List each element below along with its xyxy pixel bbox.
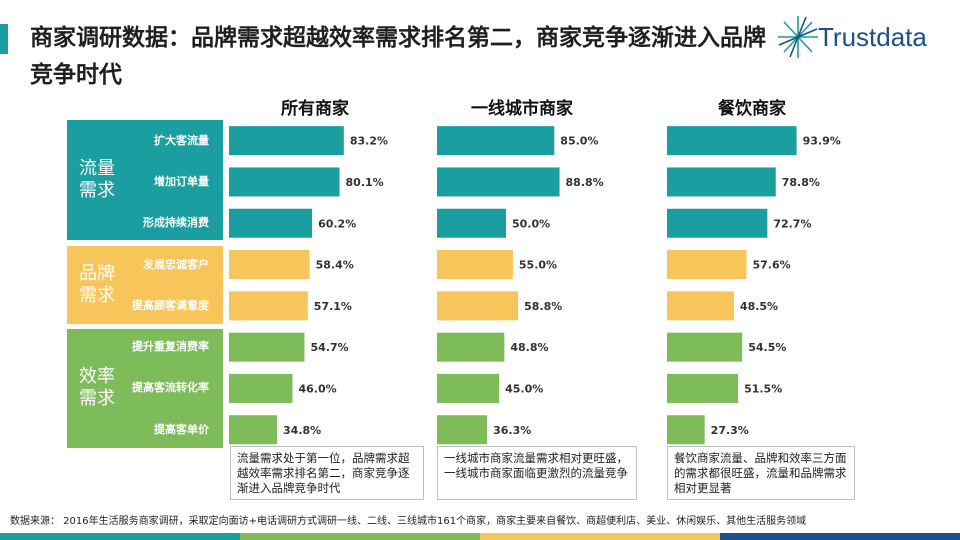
bar-1-7	[229, 373, 293, 403]
bar-value-label: 51.5%	[744, 382, 782, 395]
category-group-label: 效率 需求	[79, 366, 115, 410]
bar-2-5	[437, 291, 519, 321]
category-item-label: 发展忠诚客户	[143, 257, 209, 271]
bar-2-4	[437, 250, 513, 280]
bar-2-6	[437, 332, 505, 362]
bar-value-label: 93.9%	[803, 135, 841, 148]
category-group-1: 流量 需求 扩大客流量增加订单量形成持续消费	[67, 120, 223, 240]
category-group-2: 品牌 需求 发展忠诚客户提高顾客满意度	[67, 245, 223, 325]
bar-value-label: 36.3%	[493, 424, 531, 437]
footer-stripe-blue	[720, 533, 960, 540]
bar-value-label: 85.0%	[560, 135, 598, 148]
category-group-3: 效率 需求 提升重复消费率 提高客流转化率提高客单价	[67, 328, 223, 449]
bar-1-3	[229, 208, 313, 238]
category-group-label: 流量 需求	[79, 157, 115, 201]
category-item-label: 形成持续消费	[143, 216, 209, 230]
bar-3-8	[667, 415, 705, 445]
footer-stripe-yellow	[480, 533, 720, 540]
bar-3-6	[667, 332, 743, 362]
bar-3-7	[667, 373, 739, 403]
category-item-label: 增加订单量	[154, 174, 209, 188]
bar-value-label: 27.3%	[711, 424, 749, 437]
bar-value-label: 48.8%	[510, 341, 548, 354]
bar-1-4	[229, 250, 310, 280]
bar-2-1	[437, 126, 555, 156]
category-item-label: 提高客流转化率	[132, 381, 209, 395]
bar-value-label: 60.2%	[318, 217, 356, 230]
bar-3-1	[667, 126, 797, 156]
bar-value-label: 80.1%	[346, 176, 384, 189]
column-title-tier1: 一线城市商家	[471, 99, 573, 119]
logo-burst-icon	[778, 16, 818, 58]
bar-3-2	[667, 167, 776, 197]
bar-1-5	[229, 291, 308, 321]
bar-value-label: 78.8%	[782, 176, 820, 189]
bar-1-1	[229, 126, 344, 156]
bar-value-label: 46.0%	[298, 382, 336, 395]
bar-2-2	[437, 167, 560, 197]
bar-value-label: 58.8%	[524, 300, 562, 313]
bar-value-label: 83.2%	[350, 135, 388, 148]
bar-value-label: 55.0%	[519, 259, 557, 272]
logo-text: Trustdata	[818, 22, 927, 52]
bar-value-label: 48.5%	[740, 300, 778, 313]
footer-stripe-teal	[0, 533, 240, 540]
bar-value-label: 50.0%	[512, 217, 550, 230]
bar-value-label: 57.1%	[314, 300, 352, 313]
bar-3-3	[667, 208, 768, 238]
bar-1-2	[229, 167, 340, 197]
bar-value-label: 34.8%	[283, 424, 321, 437]
category-item-label: 提高顾客满意度	[132, 298, 209, 312]
bar-value-label: 54.5%	[748, 341, 786, 354]
category-item-label: 提升重复消费率	[132, 340, 209, 354]
bar-value-label: 88.8%	[566, 176, 604, 189]
bar-1-8	[229, 415, 278, 445]
column-title-all: 所有商家	[281, 99, 349, 119]
bar-value-label: 72.7%	[773, 217, 811, 230]
note-tier1: 一线城市商家流量需求相对更旺盛，一线城市商家面临更激烈的流量竞争	[437, 446, 637, 500]
category-item-label: 提高客单价	[154, 422, 209, 436]
title-accent-bar	[0, 24, 8, 54]
bar-value-label: 54.7%	[310, 341, 348, 354]
category-group-label: 品牌 需求	[79, 263, 115, 307]
category-item-label: 扩大客流量	[154, 133, 209, 147]
bar-3-5	[667, 291, 734, 321]
note-catering: 餐饮商家流量、品牌和效率三方面的需求都很旺盛，流量和品牌需求相对更显著	[667, 446, 855, 500]
bar-value-label: 45.0%	[505, 382, 543, 395]
bar-2-7	[437, 373, 500, 403]
page-title: 商家调研数据：品牌需求超越效率需求排名第二，商家竞争逐渐进入品牌竞争时代	[30, 25, 766, 88]
bar-value-label: 57.6%	[752, 259, 790, 272]
footer-stripe-green	[240, 533, 480, 540]
bar-3-4	[667, 250, 747, 280]
bar-2-3	[437, 208, 506, 238]
data-source-footer: 数据来源： 2016年生活服务商家调研，采取定向面访+电话调研方式调研一线、二线…	[10, 516, 807, 527]
trustdata-logo	[778, 16, 818, 58]
bar-2-8	[437, 415, 488, 445]
bar-value-label: 58.4%	[316, 259, 354, 272]
note-all: 流量需求处于第一位，品牌需求超越效率需求排名第二，商家竞争逐渐进入品牌竞争时代	[230, 446, 424, 500]
column-title-catering: 餐饮商家	[718, 99, 786, 119]
bar-1-6	[229, 332, 305, 362]
